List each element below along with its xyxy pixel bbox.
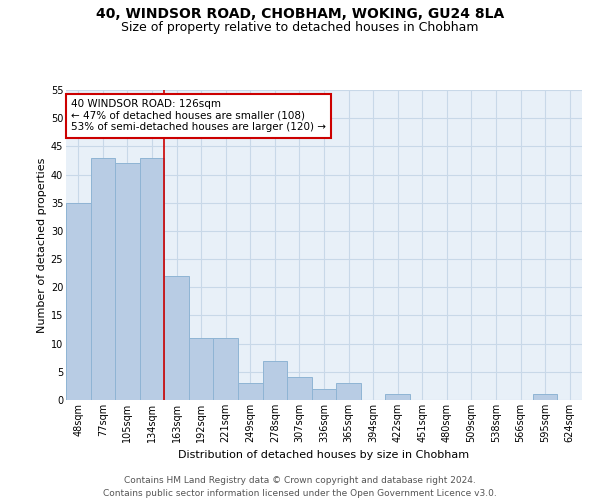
Bar <box>385 394 410 400</box>
Bar <box>238 383 263 400</box>
Bar <box>312 388 336 400</box>
Bar <box>164 276 189 400</box>
Bar <box>263 360 287 400</box>
Text: Size of property relative to detached houses in Chobham: Size of property relative to detached ho… <box>121 21 479 34</box>
Bar <box>115 164 140 400</box>
Bar <box>533 394 557 400</box>
Bar <box>66 202 91 400</box>
Bar <box>91 158 115 400</box>
Bar <box>214 338 238 400</box>
Bar <box>189 338 214 400</box>
X-axis label: Distribution of detached houses by size in Chobham: Distribution of detached houses by size … <box>178 450 470 460</box>
Bar <box>287 378 312 400</box>
Y-axis label: Number of detached properties: Number of detached properties <box>37 158 47 332</box>
Text: 40 WINDSOR ROAD: 126sqm
← 47% of detached houses are smaller (108)
53% of semi-d: 40 WINDSOR ROAD: 126sqm ← 47% of detache… <box>71 100 326 132</box>
Bar <box>336 383 361 400</box>
Text: Contains HM Land Registry data © Crown copyright and database right 2024.
Contai: Contains HM Land Registry data © Crown c… <box>103 476 497 498</box>
Text: 40, WINDSOR ROAD, CHOBHAM, WOKING, GU24 8LA: 40, WINDSOR ROAD, CHOBHAM, WOKING, GU24 … <box>96 8 504 22</box>
Bar <box>140 158 164 400</box>
